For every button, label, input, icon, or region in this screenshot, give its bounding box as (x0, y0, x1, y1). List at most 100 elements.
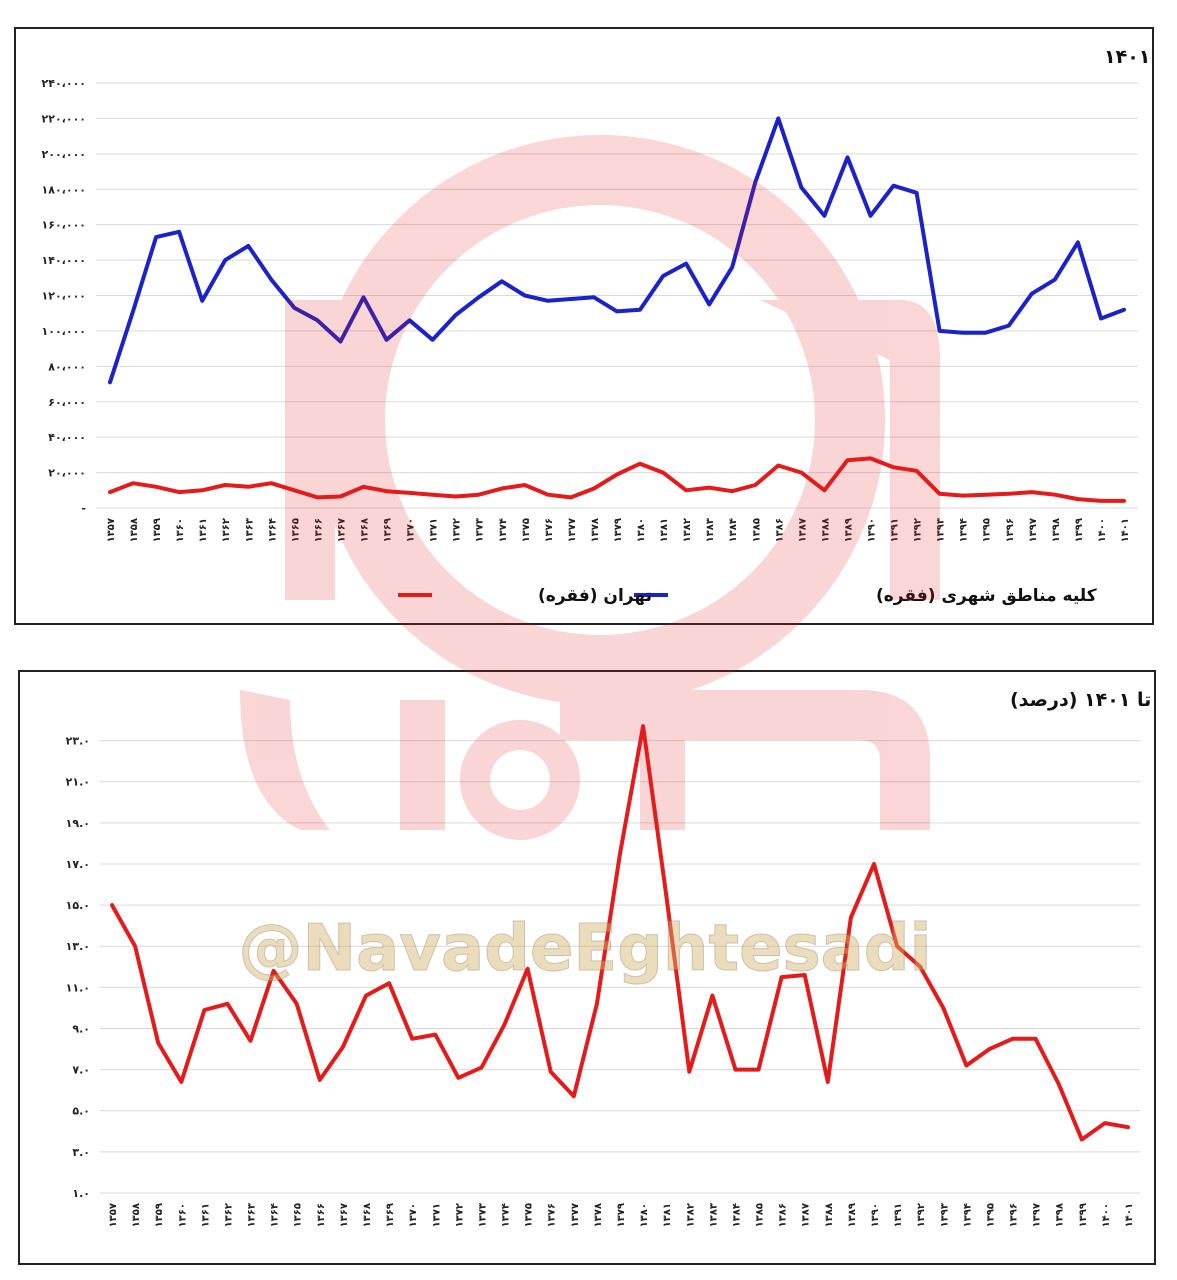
x-tick-label: ۱۳۷۰ (406, 518, 417, 542)
data-point (1099, 317, 1103, 321)
x-tick-label: ۱۳۸۷ (797, 518, 808, 542)
data-point (638, 462, 642, 466)
data-point (1103, 1121, 1107, 1125)
data-point (687, 1070, 691, 1074)
x-tick-label: ۱۳۹۹ (1078, 1203, 1089, 1227)
data-point (156, 1041, 160, 1045)
data-point (315, 495, 319, 499)
x-tick-label: ۱۳۶۴ (270, 1203, 281, 1227)
data-point (592, 487, 596, 491)
data-point (341, 1045, 345, 1049)
data-point (757, 1068, 761, 1072)
data-point (892, 465, 896, 469)
data-point (456, 1076, 460, 1080)
x-tick-label: ۱۳۶۸ (360, 518, 371, 542)
data-point (1057, 1082, 1061, 1086)
x-tick-label: ۱۳۹۳ (939, 1203, 950, 1227)
data-point (572, 1094, 576, 1098)
y-tick-label: ۹.۰ (72, 1022, 90, 1035)
data-point (822, 488, 826, 492)
data-point (776, 116, 780, 120)
y-tick-label: ۱۰۰،۰۰۰ (42, 325, 86, 338)
x-tick-label: ۱۳۷۵ (524, 1203, 535, 1227)
data-point (1034, 1037, 1038, 1041)
x-tick-label: ۱۳۶۵ (293, 1203, 304, 1227)
data-point (1080, 1138, 1084, 1142)
data-point (776, 464, 780, 467)
data-point (546, 299, 550, 303)
data-point (108, 490, 112, 494)
x-tick-label: ۱۳۸۱ (662, 1203, 673, 1227)
x-tick-label: ۱۳۸۴ (728, 518, 739, 542)
data-point (154, 235, 158, 239)
data-point (938, 492, 942, 496)
data-point (364, 994, 368, 998)
data-point (1053, 278, 1057, 282)
data-point (503, 1022, 507, 1026)
x-tick-label: ۱۳۶۱ (200, 1203, 211, 1227)
x-tick-label: ۱۳۹۸ (1051, 518, 1062, 542)
data-point (1126, 1125, 1130, 1129)
y-tick-label: ۲۱.۰ (66, 776, 90, 789)
data-point (938, 329, 942, 333)
data-point (479, 1066, 483, 1070)
data-point (869, 214, 872, 218)
x-tick-label: ۱۳۸۹ (847, 1203, 858, 1227)
x-tick-label: ۱۳۹۴ (959, 518, 970, 542)
x-tick-label: ۱۳۵۸ (129, 518, 140, 542)
permits-line-chart: تعداد پروانه‌های ساختمانی صادرشده برای ا… (42, 46, 1152, 606)
y-tick-label: ۱۷.۰ (66, 858, 90, 871)
x-tick-label: ۱۳۸۲ (685, 1203, 696, 1227)
y-tick-label: ۱۶۰،۰۰۰ (42, 219, 86, 232)
x-tick-label: ۱۳۶۶ (316, 1203, 327, 1227)
x-tick-label: ۱۳۹۰ (867, 518, 878, 542)
data-point (845, 458, 849, 462)
y-tick-label: ۲۳.۰ (66, 735, 90, 748)
x-tick-label: ۱۳۶۰ (175, 518, 186, 542)
y-tick-label: ۳.۰ (72, 1146, 90, 1159)
x-tick-label: ۱۳۷۴ (501, 1203, 512, 1227)
x-tick-label: ۱۳۶۳ (247, 1203, 258, 1227)
data-point (546, 493, 550, 497)
chart-title: سهم شهر تهران از کل صدور پروانه احداث سا… (1010, 689, 1154, 711)
data-point (849, 915, 853, 919)
x-tick-label: ۱۳۶۷ (339, 1203, 350, 1227)
data-point (569, 495, 573, 499)
x-tick-label: ۱۳۷۶ (547, 1203, 558, 1227)
data-point (110, 903, 114, 907)
data-point (638, 308, 642, 312)
x-tick-label: ۱۳۹۲ (916, 1203, 927, 1227)
data-point (295, 1002, 299, 1006)
data-point (315, 318, 319, 322)
data-point (895, 944, 899, 948)
data-point (408, 318, 412, 322)
data-point (1007, 324, 1011, 328)
data-point (892, 184, 896, 188)
x-tick-label: ۱۳۹۸ (1055, 1203, 1066, 1227)
data-point (1053, 493, 1057, 497)
legend-label-tehran: تهران (فقره) (538, 586, 652, 606)
data-point (202, 1008, 206, 1012)
data-point (177, 230, 181, 234)
data-point (615, 472, 619, 476)
data-point (915, 469, 919, 473)
x-tick-label: ۱۳۶۲ (223, 1203, 234, 1227)
data-point (225, 1002, 229, 1006)
x-tick-label: ۱۳۸۱ (659, 518, 670, 542)
x-tick-label: ۱۳۶۱ (198, 518, 209, 542)
x-tick-label: ۱۳۶۵ (290, 518, 301, 542)
data-point (362, 485, 365, 489)
data-point (987, 1047, 991, 1051)
data-point (684, 262, 688, 266)
x-tick-label: ۱۳۷۹ (613, 518, 624, 542)
series-line-0 (108, 116, 1126, 385)
x-tick-label: ۱۳۸۹ (843, 518, 854, 542)
x-tick-label: ۱۴۰۱ (1124, 1203, 1135, 1227)
y-tick-label: ۲۰،۰۰۰ (48, 467, 86, 480)
data-point (1122, 308, 1126, 312)
data-point (822, 214, 826, 218)
x-tick-label: ۱۳۸۵ (755, 1203, 766, 1227)
data-point (941, 1006, 945, 1010)
data-point (710, 994, 714, 998)
y-tick-label: ۱۹.۰ (66, 817, 90, 830)
